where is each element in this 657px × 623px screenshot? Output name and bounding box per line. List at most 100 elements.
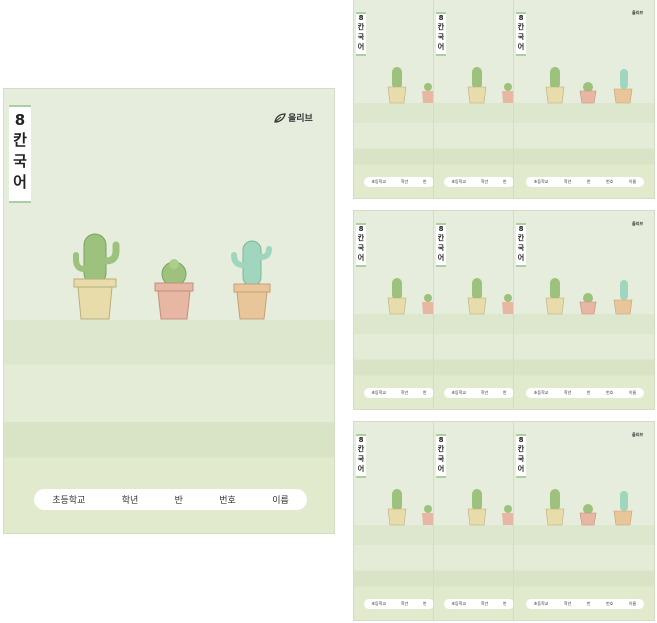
label-school: 초등학교: [451, 179, 467, 184]
title-char: 어: [437, 43, 445, 51]
title-char: 칸: [357, 445, 365, 453]
cacti-illustration: [73, 233, 272, 320]
notebook-cover-small: 8 칸 국 어 초등학교 학년 반: [434, 0, 514, 198]
label-name: 이름: [628, 390, 637, 395]
brand-name: 올리브: [632, 10, 644, 15]
name-label-bar[interactable]: 초등학교 학년 반: [364, 177, 434, 187]
label-school: 초등학교: [533, 390, 549, 395]
title-char: 칸: [437, 23, 445, 31]
label-school: 초등학교: [371, 601, 387, 606]
label-school: 초등학교: [451, 601, 467, 606]
label-grade: 학년: [400, 601, 409, 606]
title-digit: 8: [358, 14, 364, 22]
title-char: 어: [437, 254, 445, 262]
cacti-illustration: [545, 67, 633, 104]
name-label-bar[interactable]: 초등학교 학년 반: [364, 599, 434, 609]
label-school: 초등학교: [371, 179, 387, 184]
label-school: 초등학교: [371, 390, 387, 395]
title-char: 칸: [437, 445, 445, 453]
title-spine-label: 8 칸 국 어: [356, 434, 366, 478]
cactus-pink-pot: [154, 259, 194, 320]
title-digit: 8: [518, 436, 524, 444]
title-char: 어: [517, 254, 525, 262]
title-char: 어: [357, 254, 365, 262]
label-school: 초등학교: [533, 179, 549, 184]
cacti-illustration: [467, 489, 514, 526]
brand-logo: 올리브: [632, 432, 643, 438]
title-digit: 8: [518, 225, 524, 233]
notebook-cover-main: 8 칸 국 어 올리브: [4, 89, 334, 533]
title-char: 국: [13, 152, 27, 170]
title-char: 칸: [357, 234, 365, 242]
cacti-illustration: [387, 67, 434, 104]
title-char: 국: [437, 244, 445, 252]
name-label-bar[interactable]: 초등학교 학년 반 번호 이름: [526, 388, 644, 398]
label-grade: 학년: [480, 601, 489, 606]
label-class: 반: [422, 390, 427, 395]
label-class: 반: [502, 601, 507, 606]
name-label-bar[interactable]: 초등학교 학년 반 번호 이름: [34, 489, 307, 510]
notebook-cover-small: 8 칸 국 어 올리브 초등학교 학년 반 번호 이름: [514, 422, 654, 620]
label-grade: 학년: [480, 179, 489, 184]
label-number: 번호: [605, 390, 614, 395]
label-class: 반: [586, 601, 591, 606]
title-char: 칸: [517, 23, 525, 31]
label-grade: 학년: [563, 179, 572, 184]
title-digit: 8: [358, 225, 364, 233]
label-school: 초등학교: [52, 496, 86, 506]
label-grade: 학년: [563, 390, 572, 395]
cactus-yellow-pot: [73, 233, 120, 320]
label-name: 이름: [272, 496, 289, 506]
cacti-illustration: [545, 278, 633, 315]
title-digit: 8: [518, 14, 524, 22]
label-school: 초등학교: [451, 390, 467, 395]
title-char: 어: [357, 465, 365, 473]
label-class: 반: [502, 390, 507, 395]
name-label-bar[interactable]: 초등학교 학년 반: [444, 388, 514, 398]
title-digit: 8: [438, 436, 444, 444]
notebook-cover-small: 8 칸 국 어 초등학교 학년 반: [434, 211, 514, 409]
title-digit: 8: [358, 436, 364, 444]
title-char: 어: [437, 465, 445, 473]
brand-logo: 올리브: [632, 10, 643, 16]
notebook-cover-small: 8 칸 국 어 초등학교 학년 반: [434, 422, 514, 620]
notebook-cover-small: 8 칸 국 어 올리브 초등학교 학년 반 번호 이름: [514, 0, 654, 198]
title-char: 국: [517, 244, 525, 252]
label-school: 초등학교: [533, 601, 549, 606]
title-spine-label: 8 칸 국 어: [356, 12, 366, 56]
label-class: 반: [422, 601, 427, 606]
title-char: 어: [517, 43, 525, 51]
name-label-bar[interactable]: 초등학교 학년 반: [444, 177, 514, 187]
label-class: 반: [586, 390, 591, 395]
title-char: 국: [357, 244, 365, 252]
name-label-bar[interactable]: 초등학교 학년 반: [444, 599, 514, 609]
label-name: 이름: [628, 179, 637, 184]
title-char: 칸: [517, 445, 525, 453]
label-name: 이름: [628, 601, 637, 606]
title-char: 국: [437, 33, 445, 41]
cacti-illustration: [467, 278, 514, 315]
title-digit: 8: [14, 111, 26, 129]
label-number: 번호: [605, 601, 614, 606]
cacti-illustration: [387, 278, 434, 315]
label-class: 반: [502, 179, 507, 184]
notebook-cover-small: 8 칸 국 어 초등학교 학년 반: [354, 211, 434, 409]
label-grade: 학년: [400, 179, 409, 184]
cactus-mint-pot: [231, 240, 272, 320]
brand-logo: 올리브: [632, 221, 643, 227]
label-grade: 학년: [563, 601, 572, 606]
cacti-illustration: [387, 489, 434, 526]
title-digit: 8: [438, 14, 444, 22]
title-char: 국: [357, 455, 365, 463]
title-spine-label: 8 칸 국 어: [516, 434, 526, 478]
name-label-bar[interactable]: 초등학교 학년 반 번호 이름: [526, 177, 644, 187]
title-spine-label: 8 칸 국 어: [516, 223, 526, 267]
name-label-bar[interactable]: 초등학교 학년 반 번호 이름: [526, 599, 644, 609]
title-spine-label: 8 칸 국 어: [356, 223, 366, 267]
title-char: 칸: [13, 131, 27, 149]
name-label-bar[interactable]: 초등학교 학년 반: [364, 388, 434, 398]
title-char: 칸: [517, 234, 525, 242]
title-char: 어: [357, 43, 365, 51]
title-char: 국: [437, 455, 445, 463]
title-char: 어: [13, 173, 27, 191]
